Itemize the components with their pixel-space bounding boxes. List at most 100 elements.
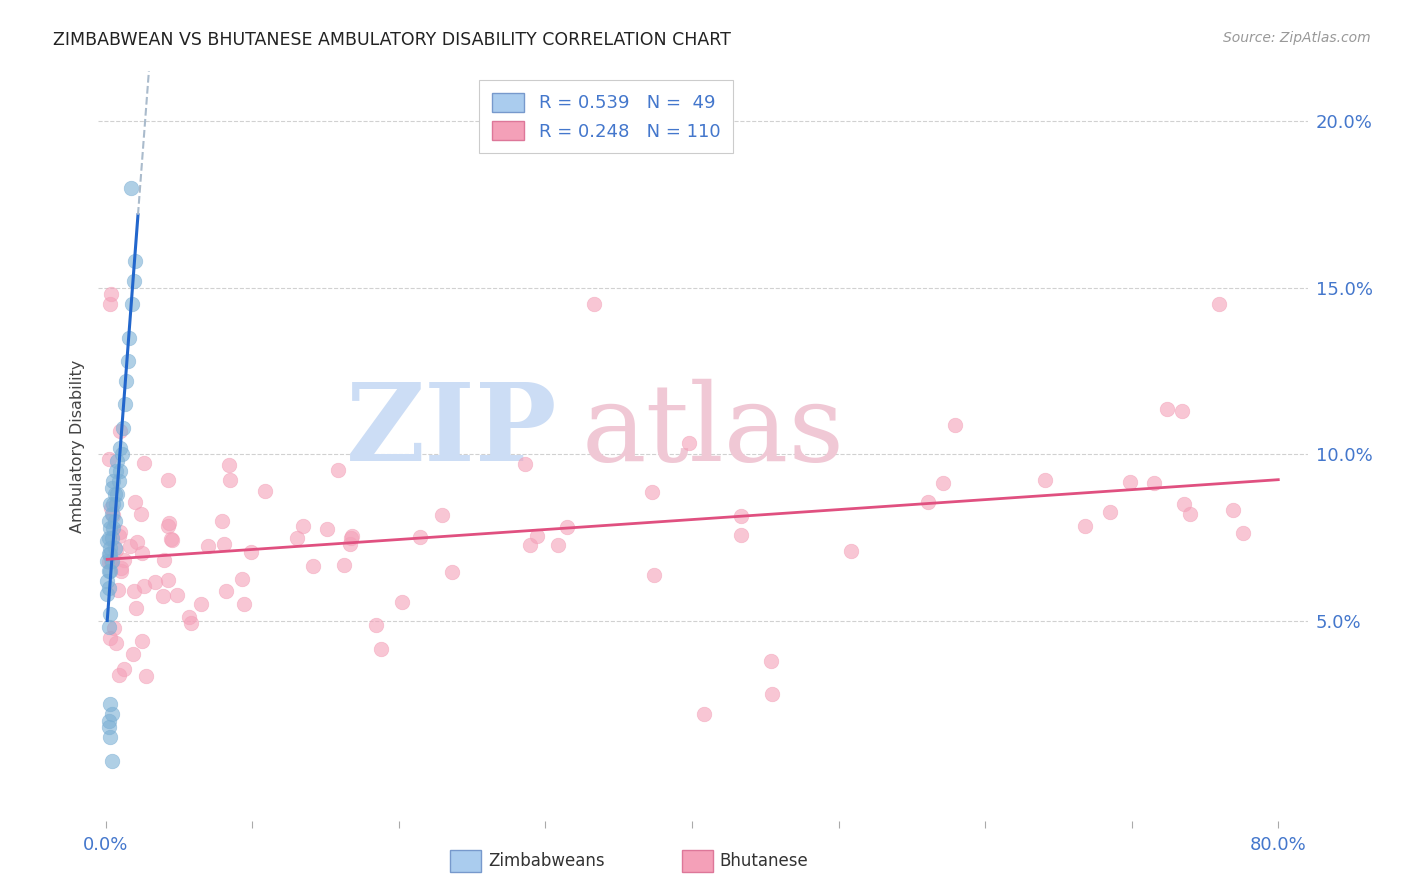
Point (111, 447, 134, 461)
Point (97, 547, 120, 561)
Point (97, 564, 120, 578)
Point (641, 485, 664, 500)
Point (917, 494, 939, 508)
Point (730, 509, 752, 524)
Point (122, 584, 145, 599)
Point (98, 731, 121, 745)
Point (218, 473, 240, 487)
Point (104, 636, 127, 650)
Text: atlas: atlas (582, 378, 845, 483)
Point (108, 524, 131, 539)
Point (100, 754, 122, 768)
Text: Bhutanese: Bhutanese (720, 852, 808, 871)
Point (105, 497, 128, 511)
Point (110, 441, 132, 455)
Point (197, 539, 219, 553)
Point (101, 497, 124, 511)
Point (555, 520, 578, 534)
Point (97, 514, 120, 528)
Point (328, 463, 350, 477)
Point (121, 297, 143, 311)
Point (1033, 473, 1056, 487)
Point (112, 420, 135, 434)
Point (115, 374, 138, 388)
Point (100, 531, 122, 545)
Point (110, 464, 132, 478)
Point (96, 574, 118, 588)
Point (117, 354, 139, 368)
Point (143, 574, 166, 589)
Point (112, 553, 135, 567)
Point (107, 454, 129, 468)
Point (157, 473, 180, 487)
Point (160, 533, 183, 548)
Point (761, 687, 783, 701)
Point (547, 538, 569, 552)
Point (100, 554, 122, 568)
Point (240, 545, 263, 559)
Point (124, 495, 146, 509)
Point (231, 572, 253, 586)
Point (253, 483, 276, 498)
Point (118, 539, 141, 553)
Legend: R = 0.539   N =  49, R = 0.248   N = 110: R = 0.539 N = 49, R = 0.248 N = 110 (479, 80, 733, 153)
Point (98, 607, 121, 622)
Point (96, 554, 118, 568)
Point (1143, 475, 1166, 490)
Point (1098, 505, 1121, 519)
Point (943, 417, 966, 432)
Text: ZIMBABWEAN VS BHUTANESE AMBULATORY DISABILITY CORRELATION CHART: ZIMBABWEAN VS BHUTANESE AMBULATORY DISAB… (53, 31, 731, 49)
Point (759, 654, 782, 668)
Y-axis label: Ambulatory Disability: Ambulatory Disability (69, 359, 84, 533)
Point (135, 668, 157, 682)
Point (160, 532, 183, 546)
Point (96, 533, 118, 548)
Point (120, 181, 142, 195)
Point (110, 561, 132, 575)
Point (1208, 297, 1230, 311)
Point (97, 555, 120, 569)
Point (316, 522, 339, 536)
Point (180, 615, 202, 630)
Point (98, 520, 121, 534)
Point (166, 588, 188, 602)
Point (152, 553, 174, 567)
Point (97, 714, 120, 728)
Point (391, 594, 413, 608)
Point (100, 707, 122, 722)
Point (157, 574, 180, 588)
Point (96, 587, 118, 601)
Point (1156, 401, 1178, 416)
Point (100, 500, 122, 515)
Point (97, 720, 120, 734)
Point (112, 662, 135, 676)
Point (131, 546, 153, 560)
Point (108, 668, 131, 682)
Point (364, 617, 387, 632)
Point (678, 436, 700, 450)
Point (1173, 497, 1195, 511)
Point (1119, 475, 1142, 489)
Point (97, 581, 120, 595)
Point (519, 538, 541, 552)
Point (100, 554, 122, 568)
Point (124, 254, 146, 268)
Point (177, 610, 200, 624)
Point (98, 541, 121, 555)
Point (110, 564, 132, 578)
Point (103, 514, 125, 528)
Point (582, 297, 605, 311)
Point (101, 508, 124, 523)
Point (730, 528, 752, 542)
Point (291, 518, 314, 533)
Point (98, 697, 121, 711)
Point (132, 578, 155, 592)
Point (121, 647, 143, 661)
Point (98, 547, 121, 561)
Point (409, 530, 432, 544)
Point (1074, 518, 1097, 533)
Point (98, 497, 121, 511)
Point (302, 558, 325, 573)
Point (101, 520, 124, 534)
Point (108, 425, 131, 439)
